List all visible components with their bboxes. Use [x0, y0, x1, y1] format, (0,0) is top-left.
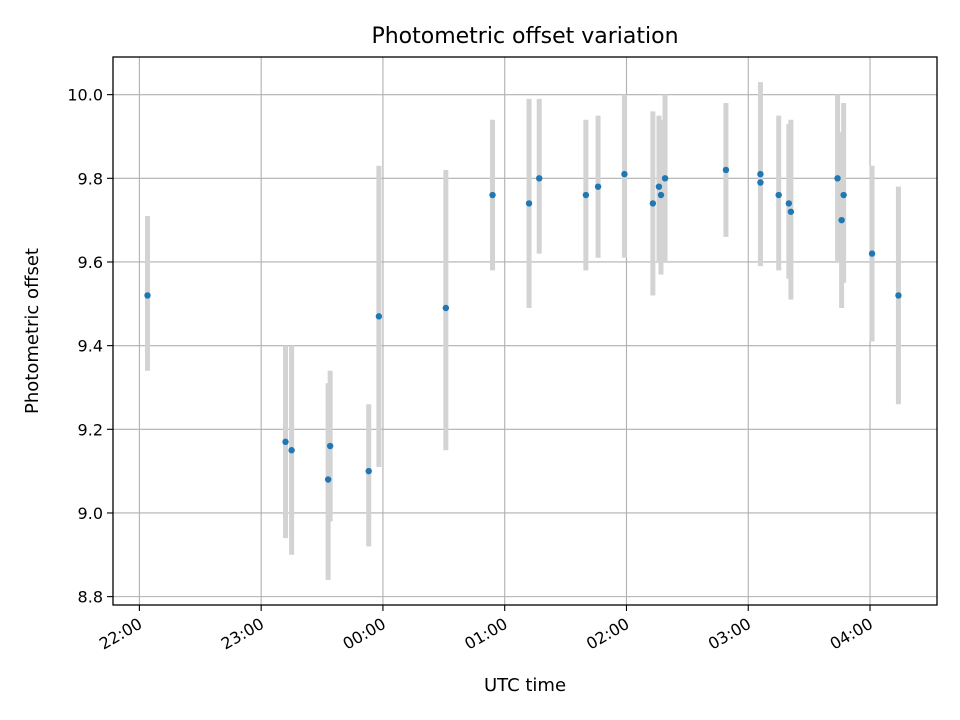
data-point: [785, 200, 793, 207]
data-point: [442, 304, 450, 312]
data-point: [840, 191, 847, 199]
data-point: [324, 476, 332, 483]
data-point: [326, 442, 334, 450]
data-point: [868, 250, 876, 257]
y-tick-label: 9.2: [78, 420, 103, 439]
data-points: [144, 166, 902, 483]
y-tick-label: 9.6: [78, 253, 103, 272]
data-point: [582, 191, 590, 199]
data-point: [895, 292, 902, 299]
chart-title: Photometric offset variation: [371, 24, 678, 49]
y-axis-label: Photometric offset: [22, 248, 43, 414]
data-point: [757, 179, 764, 186]
data-point: [489, 191, 496, 199]
data-point: [525, 200, 533, 207]
data-point: [757, 170, 764, 178]
data-point: [661, 175, 669, 182]
x-axis-label: UTC time: [484, 675, 566, 696]
y-tick-label: 9.4: [78, 337, 103, 356]
plot-frame: [112, 56, 938, 606]
data-point: [365, 467, 372, 475]
data-point: [536, 175, 543, 182]
y-tick-label: 9.8: [78, 169, 103, 188]
data-point: [657, 191, 665, 199]
y-tick-label: 10.0: [67, 86, 103, 105]
data-point: [787, 208, 795, 215]
grid: [113, 57, 937, 605]
data-point: [375, 313, 383, 320]
data-point: [655, 183, 663, 190]
data-point: [834, 175, 841, 182]
y-tick-label: 8.8: [78, 588, 103, 607]
data-point: [144, 292, 151, 299]
data-point: [775, 191, 782, 199]
data-point: [649, 200, 657, 207]
data-point: [288, 447, 295, 454]
data-point: [621, 170, 628, 178]
y-tick-label: 9.0: [78, 504, 103, 523]
data-point: [722, 166, 730, 174]
data-point: [594, 183, 602, 190]
data-point: [282, 438, 289, 446]
data-point: [838, 216, 845, 224]
